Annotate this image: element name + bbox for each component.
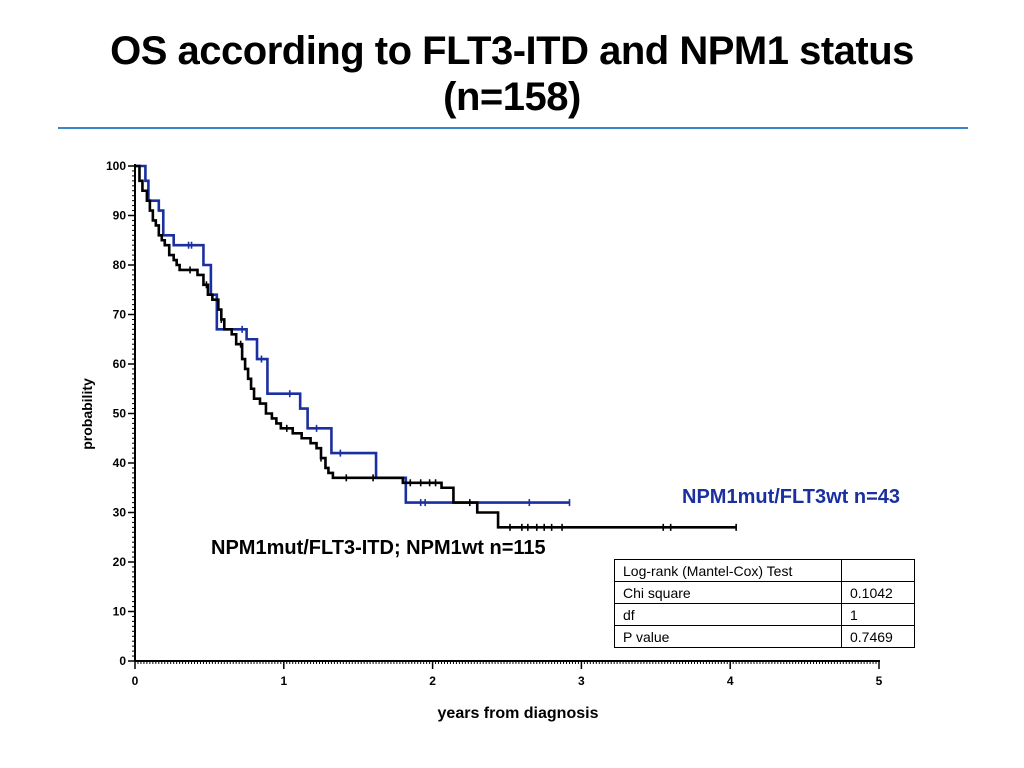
y-tick-label: 40 [113,456,127,470]
y-tick-label: 80 [113,258,127,272]
legend-npm1mut-flt3itd-npm1wt: NPM1mut/FLT3-ITD; NPM1wt n=115 [211,537,546,559]
stats-row: df 1 [614,603,915,626]
y-tick-label: 90 [113,209,127,223]
y-tick-label: 100 [106,159,126,173]
stats-value-cell: 0.7469 [841,625,915,648]
survival-curve-npm1mut-flt3itd-npm1wt [135,164,737,529]
y-tick-label: 0 [119,654,126,668]
stats-value-cell [841,559,915,582]
slide-title: OS according to FLT3-ITD and NPM1 status… [110,29,914,119]
stats-label-cell: df [614,603,842,626]
x-axis-label: years from diagnosis [438,705,599,722]
y-tick-label: 10 [113,605,127,619]
survival-curve-npm1mut-flt3wt [135,164,570,504]
stats-label-cell: Log-rank (Mantel-Cox) Test [614,559,842,582]
logrank-stats-table: Log-rank (Mantel-Cox) Test Chi square 0.10… [614,559,915,648]
y-tick-label: 30 [113,506,127,520]
chart-ticks: 0 10 20 30 40 50 60 70 80 90 100 0 1 2 3 4 5 [106,159,883,688]
x-tick-label: 4 [727,674,734,688]
y-tick-label: 60 [113,357,127,371]
x-tick-label: 5 [876,674,883,688]
stats-row: Chi square 0.1042 [614,581,915,604]
stats-row: P value 0.7469 [614,625,915,648]
stats-row: Log-rank (Mantel-Cox) Test [614,559,915,582]
legend-npm1mut-flt3wt: NPM1mut/FLT3wt n=43 [682,486,900,508]
y-axis-label: probability [79,378,95,450]
stats-value-cell: 0.1042 [841,581,915,604]
x-tick-label: 0 [132,674,139,688]
stats-value-cell: 1 [841,603,915,626]
y-tick-label: 70 [113,308,127,322]
x-tick-label: 1 [280,674,287,688]
chart-curves [135,164,737,531]
title-divider [58,127,968,129]
x-tick-label: 2 [429,674,436,688]
stats-label-cell: Chi square [614,581,842,604]
stats-label-cell: P value [614,625,842,648]
x-tick-label: 3 [578,674,585,688]
y-tick-label: 50 [113,407,127,421]
y-tick-label: 20 [113,555,127,569]
